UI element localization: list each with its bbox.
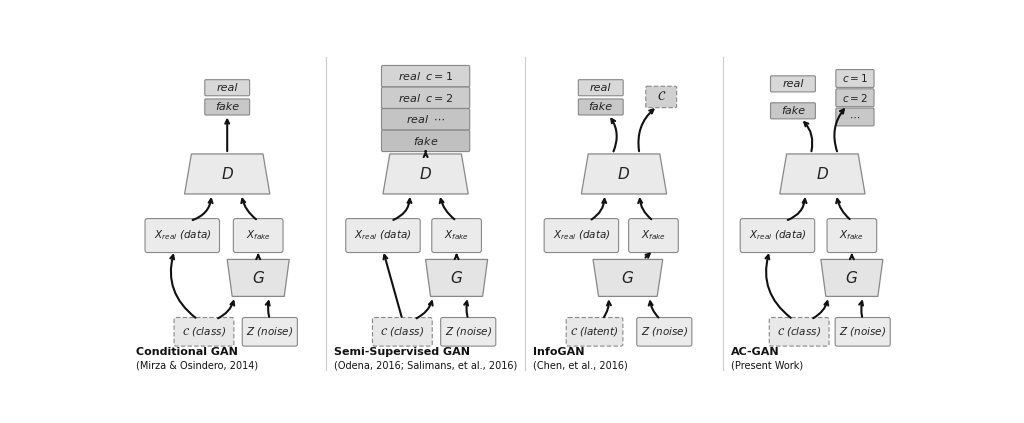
Text: $G$: $G$ — [451, 270, 463, 286]
Text: fake: fake — [589, 102, 612, 112]
FancyBboxPatch shape — [382, 87, 470, 108]
FancyBboxPatch shape — [579, 99, 624, 115]
Text: $D$: $D$ — [419, 166, 432, 182]
Text: $c=2$: $c=2$ — [842, 92, 868, 104]
FancyBboxPatch shape — [770, 76, 815, 92]
FancyBboxPatch shape — [382, 109, 470, 130]
Text: AC-GAN: AC-GAN — [731, 347, 779, 357]
Text: $D$: $D$ — [617, 166, 631, 182]
FancyBboxPatch shape — [544, 219, 618, 253]
Text: $\mathcal{C}$: $\mathcal{C}$ — [656, 91, 666, 104]
Text: (Chen, et al., 2016): (Chen, et al., 2016) — [532, 361, 628, 371]
FancyBboxPatch shape — [740, 219, 815, 253]
Text: InfoGAN: InfoGAN — [532, 347, 584, 357]
Text: $G$: $G$ — [846, 270, 858, 286]
Text: (Odena, 2016; Salimans, et al., 2016): (Odena, 2016; Salimans, et al., 2016) — [334, 361, 517, 371]
Polygon shape — [184, 154, 270, 194]
Text: $real \;\; c=1$: $real \;\; c=1$ — [398, 70, 454, 82]
Text: $X_{real}$ (data): $X_{real}$ (data) — [553, 229, 610, 242]
Text: (Mirza & Osindero, 2014): (Mirza & Osindero, 2014) — [136, 361, 258, 371]
FancyBboxPatch shape — [145, 219, 219, 253]
Text: $D$: $D$ — [816, 166, 828, 182]
FancyBboxPatch shape — [836, 89, 874, 107]
FancyBboxPatch shape — [836, 108, 874, 126]
FancyBboxPatch shape — [579, 80, 624, 96]
FancyBboxPatch shape — [233, 219, 283, 253]
Polygon shape — [227, 259, 289, 297]
Text: $X_{fake}$: $X_{fake}$ — [840, 229, 864, 242]
Polygon shape — [582, 154, 667, 194]
FancyBboxPatch shape — [440, 318, 496, 346]
FancyBboxPatch shape — [566, 318, 623, 346]
FancyBboxPatch shape — [205, 80, 250, 96]
FancyBboxPatch shape — [373, 318, 432, 346]
Text: real: real — [590, 83, 611, 93]
Text: $G$: $G$ — [622, 270, 635, 286]
Text: $X_{real}$ (data): $X_{real}$ (data) — [154, 229, 211, 242]
FancyBboxPatch shape — [432, 219, 481, 253]
Text: $fake$: $fake$ — [413, 135, 438, 147]
Text: $Z$ (noise): $Z$ (noise) — [246, 325, 294, 338]
Text: $D$: $D$ — [221, 166, 233, 182]
Text: $X_{fake}$: $X_{fake}$ — [641, 229, 666, 242]
Polygon shape — [383, 154, 468, 194]
FancyBboxPatch shape — [174, 318, 233, 346]
FancyBboxPatch shape — [629, 219, 678, 253]
Polygon shape — [779, 154, 865, 194]
Text: $Z$ (noise): $Z$ (noise) — [641, 325, 688, 338]
Text: $Z$ (noise): $Z$ (noise) — [839, 325, 887, 338]
FancyBboxPatch shape — [382, 66, 470, 87]
Polygon shape — [426, 259, 487, 297]
FancyBboxPatch shape — [836, 318, 890, 346]
Polygon shape — [821, 259, 883, 297]
FancyBboxPatch shape — [836, 69, 874, 88]
Text: $c=1$: $c=1$ — [842, 72, 868, 85]
Text: $X_{real}$ (data): $X_{real}$ (data) — [354, 229, 412, 242]
Text: $\mathcal{C}$ (class): $\mathcal{C}$ (class) — [777, 325, 821, 338]
Text: real: real — [782, 79, 804, 89]
Text: $\mathcal{C}$ (class): $\mathcal{C}$ (class) — [182, 325, 226, 338]
Polygon shape — [593, 259, 663, 297]
Text: Semi-Supervised GAN: Semi-Supervised GAN — [334, 347, 470, 357]
Text: fake: fake — [781, 106, 805, 116]
Text: $real \;\; c=2$: $real \;\; c=2$ — [398, 92, 454, 104]
FancyBboxPatch shape — [646, 86, 677, 108]
FancyBboxPatch shape — [637, 318, 692, 346]
Text: $\mathcal{C}$ (class): $\mathcal{C}$ (class) — [380, 325, 424, 338]
Text: (Present Work): (Present Work) — [731, 361, 803, 371]
Text: $X_{fake}$: $X_{fake}$ — [246, 229, 270, 242]
Text: Conditional GAN: Conditional GAN — [136, 347, 238, 357]
Text: real: real — [216, 83, 238, 93]
FancyBboxPatch shape — [205, 99, 250, 115]
Text: $\cdots$: $\cdots$ — [849, 112, 860, 122]
Text: $\mathcal{C}$ (latent): $\mathcal{C}$ (latent) — [570, 325, 618, 338]
FancyBboxPatch shape — [346, 219, 420, 253]
FancyBboxPatch shape — [243, 318, 297, 346]
FancyBboxPatch shape — [769, 318, 829, 346]
Text: $X_{fake}$: $X_{fake}$ — [444, 229, 469, 242]
FancyBboxPatch shape — [827, 219, 877, 253]
Text: $real \;\; \cdots$: $real \;\; \cdots$ — [406, 113, 445, 125]
FancyBboxPatch shape — [770, 103, 815, 119]
Text: $G$: $G$ — [252, 270, 265, 286]
Text: fake: fake — [215, 102, 240, 112]
FancyBboxPatch shape — [382, 130, 470, 151]
Text: $Z$ (noise): $Z$ (noise) — [444, 325, 492, 338]
Text: $X_{real}$ (data): $X_{real}$ (data) — [749, 229, 806, 242]
